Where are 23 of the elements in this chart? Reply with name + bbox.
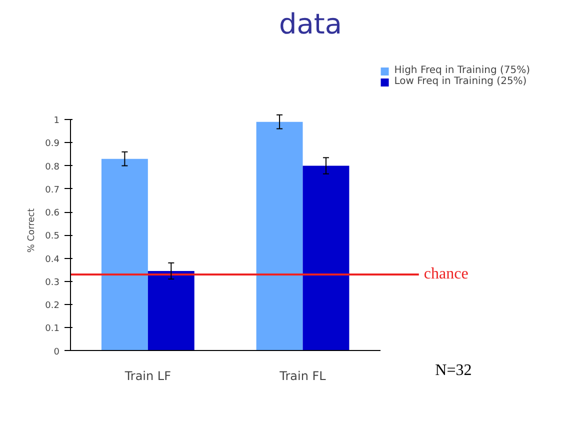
y-tick-label: 0.6 [45, 208, 60, 218]
ref-line-label: chance [424, 265, 468, 282]
chart-title: data [278, 8, 342, 40]
x-tick-label: Train LF [124, 368, 172, 383]
bar [101, 158, 148, 351]
y-tick-label: 0 [54, 347, 60, 358]
y-tick-label: 0.3 [45, 278, 60, 288]
x-tick-label: Train FL [278, 368, 326, 383]
y-tick-label: 0.5 [45, 232, 60, 242]
y-tick-label: 0.2 [45, 301, 60, 311]
legend-label: Low Freq in Training (25%) [394, 76, 527, 87]
bar [256, 122, 303, 351]
y-axis-title: % Correct [27, 208, 38, 253]
bar [148, 270, 194, 351]
text: N=32 [435, 362, 472, 379]
y-tick-label: 0.1 [45, 324, 60, 334]
y-tick-label: 0.9 [45, 139, 60, 150]
legend-label: High Freq in Training (75%) [394, 65, 530, 76]
y-tick-label: 0.8 [45, 162, 60, 172]
y-tick-label: 0.4 [45, 254, 60, 265]
bar [302, 166, 350, 351]
y-tick-label: 0.7 [45, 185, 60, 196]
y-tick-label: 1 [54, 116, 60, 126]
